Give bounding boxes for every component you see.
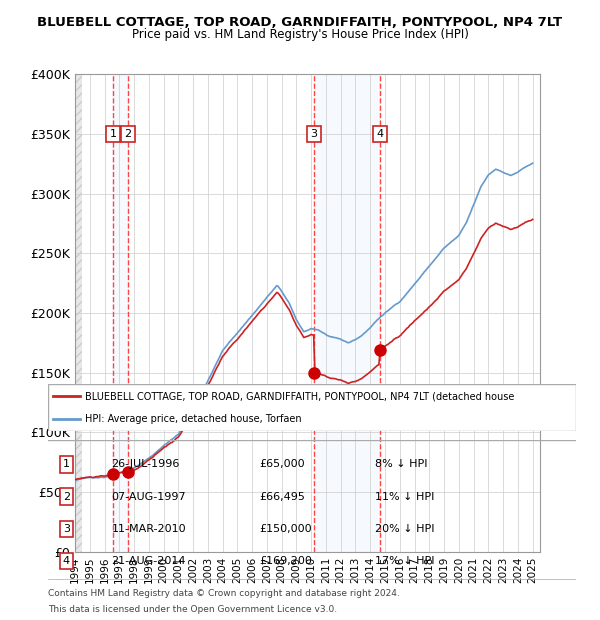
Text: 4: 4	[63, 556, 70, 566]
Text: £169,200: £169,200	[259, 556, 312, 566]
FancyBboxPatch shape	[48, 384, 576, 431]
Text: 2: 2	[63, 492, 70, 502]
Text: 2: 2	[125, 129, 132, 139]
Text: BLUEBELL COTTAGE, TOP ROAD, GARNDIFFAITH, PONTYPOOL, NP4 7LT (detached house: BLUEBELL COTTAGE, TOP ROAD, GARNDIFFAITH…	[85, 391, 514, 401]
Text: HPI: Average price, detached house, Torfaen: HPI: Average price, detached house, Torf…	[85, 414, 302, 424]
Text: 11% ↓ HPI: 11% ↓ HPI	[376, 492, 435, 502]
Text: 07-AUG-1997: 07-AUG-1997	[112, 492, 186, 502]
Text: 1: 1	[109, 129, 116, 139]
Text: 17% ↓ HPI: 17% ↓ HPI	[376, 556, 435, 566]
Text: 4: 4	[376, 129, 383, 139]
Text: 21-AUG-2014: 21-AUG-2014	[112, 556, 186, 566]
FancyBboxPatch shape	[75, 74, 82, 552]
Text: 1: 1	[63, 459, 70, 469]
Text: 20% ↓ HPI: 20% ↓ HPI	[376, 524, 435, 534]
Text: £65,000: £65,000	[259, 459, 305, 469]
Bar	[314, 74, 380, 552]
Text: BLUEBELL COTTAGE, TOP ROAD, GARNDIFFAITH, PONTYPOOL, NP4 7LT: BLUEBELL COTTAGE, TOP ROAD, GARNDIFFAITH…	[37, 16, 563, 29]
Text: 26-JUL-1996: 26-JUL-1996	[112, 459, 180, 469]
Text: £150,000: £150,000	[259, 524, 312, 534]
Text: 3: 3	[63, 524, 70, 534]
Bar	[113, 74, 128, 552]
Text: This data is licensed under the Open Government Licence v3.0.: This data is licensed under the Open Gov…	[48, 604, 337, 614]
Text: 3: 3	[310, 129, 317, 139]
Text: Price paid vs. HM Land Registry's House Price Index (HPI): Price paid vs. HM Land Registry's House …	[131, 28, 469, 41]
Text: Contains HM Land Registry data © Crown copyright and database right 2024.: Contains HM Land Registry data © Crown c…	[48, 588, 400, 598]
Text: £66,495: £66,495	[259, 492, 305, 502]
Text: 11-MAR-2010: 11-MAR-2010	[112, 524, 186, 534]
Text: 8% ↓ HPI: 8% ↓ HPI	[376, 459, 428, 469]
